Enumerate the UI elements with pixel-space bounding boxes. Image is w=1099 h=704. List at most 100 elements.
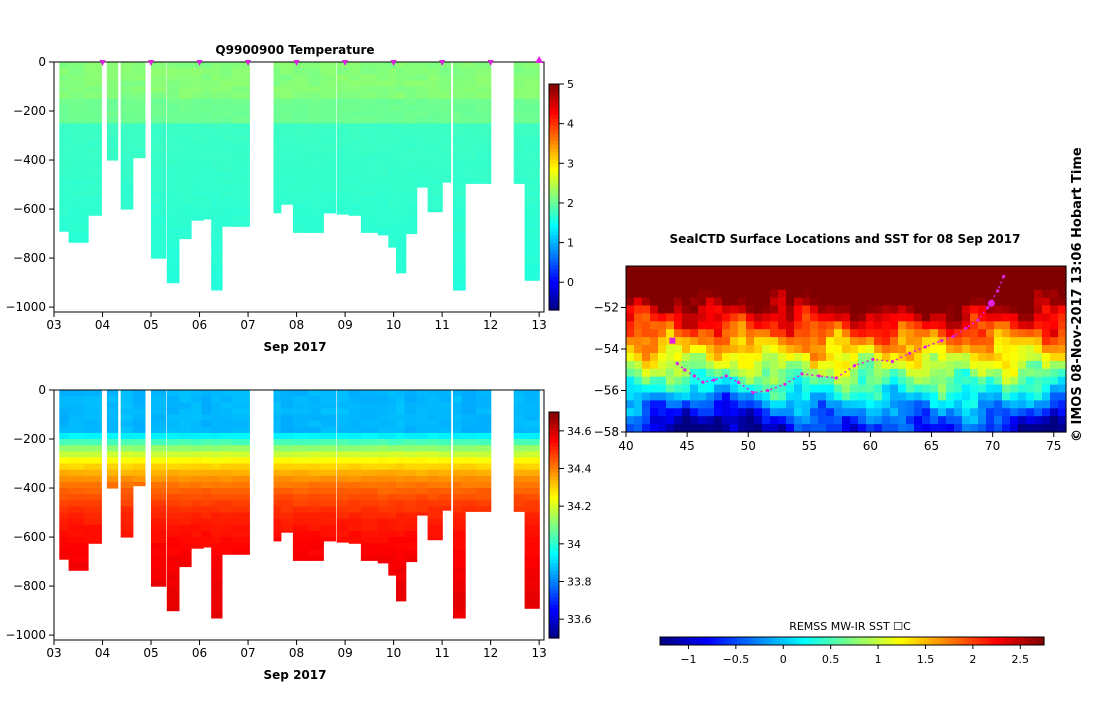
profile-cell bbox=[336, 481, 350, 489]
profile-cell bbox=[360, 543, 379, 550]
profile-cell bbox=[377, 117, 391, 124]
x-tick-label: 12 bbox=[483, 646, 498, 660]
profile-cell bbox=[280, 481, 294, 489]
profile-cell bbox=[166, 80, 180, 88]
profile-cell bbox=[59, 98, 74, 106]
sst-cell bbox=[858, 416, 867, 425]
profile-cell bbox=[232, 457, 250, 465]
profile-cell bbox=[166, 233, 180, 241]
profile-cell bbox=[320, 488, 336, 495]
profile-cell bbox=[336, 178, 350, 186]
profile-cell bbox=[178, 74, 192, 81]
sst-cell bbox=[1058, 273, 1067, 283]
sst-cell bbox=[634, 408, 643, 417]
sst-cell bbox=[722, 376, 731, 386]
colorbar-frame bbox=[548, 411, 560, 639]
profile-cell bbox=[377, 123, 391, 130]
profile-cell bbox=[377, 445, 391, 452]
profile-cell bbox=[151, 233, 167, 241]
profile-cell bbox=[453, 586, 466, 593]
colorbar-cell bbox=[549, 302, 559, 307]
profile-cell bbox=[280, 457, 294, 465]
sst-cell bbox=[802, 345, 811, 354]
profile-cell bbox=[84, 494, 102, 501]
profile-cell bbox=[178, 160, 192, 167]
profile-cell bbox=[280, 196, 294, 204]
profile-cell bbox=[68, 512, 89, 520]
profile-cell bbox=[232, 432, 250, 440]
track-point bbox=[976, 318, 980, 322]
sst-cell bbox=[826, 353, 835, 362]
profile-cell bbox=[232, 92, 250, 100]
profile-cell bbox=[273, 488, 282, 495]
profile-cell bbox=[416, 420, 430, 428]
profile-cell bbox=[166, 432, 180, 440]
track-point bbox=[736, 380, 741, 384]
colorbar-cell bbox=[549, 468, 559, 473]
profile-column bbox=[59, 390, 74, 560]
sst-cell bbox=[1002, 297, 1011, 307]
profile-cell bbox=[201, 445, 213, 452]
profile-cell bbox=[59, 396, 74, 403]
sst-cell bbox=[922, 392, 931, 401]
profile-cell bbox=[59, 215, 74, 222]
profile-column bbox=[232, 390, 250, 555]
sst-cell bbox=[922, 360, 931, 370]
profile-cell bbox=[396, 481, 407, 489]
sst-cell bbox=[850, 297, 859, 307]
sst-colorbar-cell bbox=[818, 637, 824, 645]
profile-cell bbox=[388, 432, 400, 440]
profile-column bbox=[377, 390, 391, 564]
sst-cell bbox=[770, 345, 779, 354]
sst-cell bbox=[1042, 408, 1051, 417]
sst-cell bbox=[994, 368, 1003, 378]
colorbar-cell bbox=[549, 555, 559, 560]
profile-cell bbox=[396, 580, 407, 587]
sst-cell bbox=[1042, 384, 1051, 394]
profile-cell bbox=[453, 166, 466, 173]
profile-cell bbox=[308, 469, 324, 477]
profile-cell bbox=[336, 530, 350, 538]
profile-cell bbox=[360, 439, 379, 446]
profile-cell bbox=[377, 141, 391, 149]
sst-cell bbox=[906, 289, 915, 299]
sst-cell bbox=[746, 424, 755, 433]
sst-cell bbox=[722, 281, 731, 291]
sst-cell bbox=[754, 416, 763, 425]
profile-cell bbox=[68, 62, 89, 69]
sst-cell bbox=[658, 337, 667, 346]
colorbar-cell bbox=[549, 159, 559, 164]
sst-cell bbox=[810, 408, 819, 417]
sst-cell bbox=[1058, 408, 1067, 417]
profile-cell bbox=[320, 463, 336, 471]
profile-cell bbox=[292, 129, 311, 137]
profile-cell bbox=[166, 166, 180, 173]
profile-cell bbox=[396, 396, 407, 403]
profile-cell bbox=[178, 111, 192, 118]
sst-cell bbox=[666, 353, 675, 362]
colorbar-cell bbox=[549, 483, 559, 488]
sst-cell bbox=[746, 400, 755, 409]
profile-cell bbox=[178, 481, 192, 489]
profile-cell bbox=[360, 227, 379, 233]
sst-cell bbox=[722, 289, 731, 299]
profile-cell bbox=[273, 500, 282, 507]
sst-cell bbox=[634, 313, 643, 322]
sst-cell bbox=[874, 384, 883, 394]
profile-cell bbox=[388, 92, 400, 100]
sst-cell bbox=[882, 313, 891, 322]
profile-cell bbox=[427, 141, 443, 149]
profile-cell bbox=[360, 549, 379, 556]
sst-cell bbox=[1010, 376, 1019, 386]
profile-cell bbox=[211, 196, 223, 204]
profile-cell bbox=[396, 160, 407, 167]
sst-cell bbox=[714, 313, 723, 322]
profile-cell bbox=[377, 518, 391, 526]
sst-cell bbox=[746, 384, 755, 394]
sst-cell bbox=[650, 289, 659, 299]
profile-cell bbox=[360, 512, 379, 520]
profile-cell bbox=[211, 172, 223, 179]
profile-cell bbox=[404, 475, 418, 483]
profile-cell bbox=[427, 166, 443, 173]
profile-cell bbox=[120, 414, 134, 422]
